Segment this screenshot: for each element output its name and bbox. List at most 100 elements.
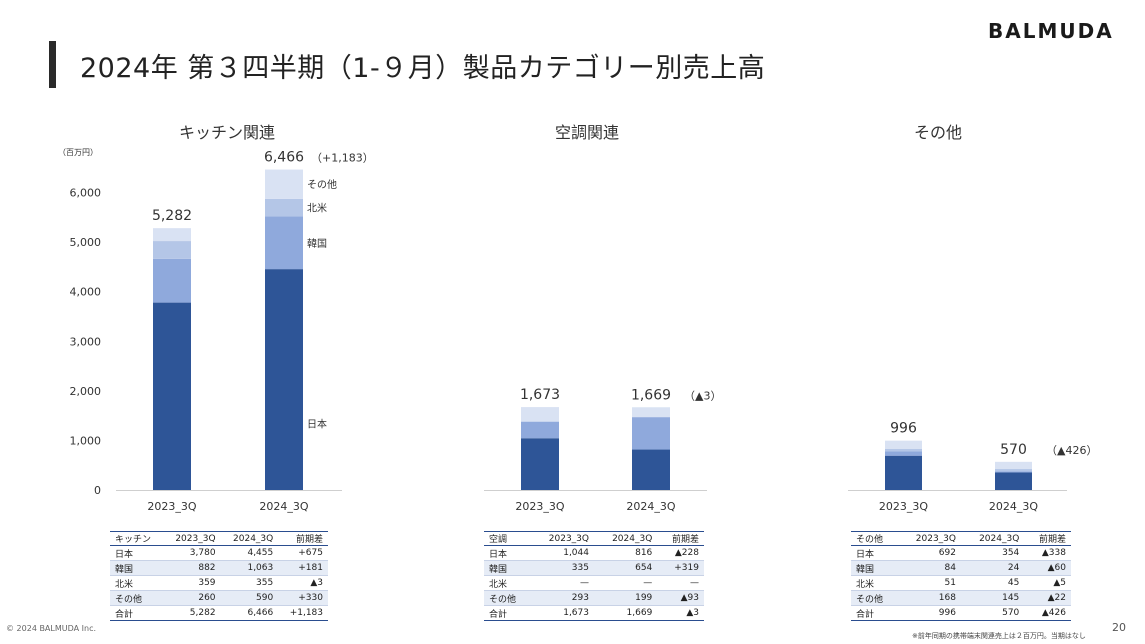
table-header-cell: その他 [851, 531, 898, 546]
bar-segment-japan [265, 269, 303, 490]
x-tick-label: 2024_3Q [626, 500, 675, 513]
table-cell: 816 [593, 545, 658, 561]
table-row: 北米 51 45 ▲5 [851, 575, 1071, 591]
bar-segment-japan [995, 472, 1032, 490]
table-cell: 84 [897, 560, 961, 576]
change-label: （▲3） [684, 389, 721, 402]
bar-segment-other [265, 169, 303, 199]
bar-segment-other [885, 440, 922, 449]
table-cell: ▲338 [1024, 545, 1071, 561]
bar-total-label: 1,673 [520, 387, 560, 403]
chart-title: キッチン関連 [179, 123, 275, 142]
table-cell: 882 [162, 560, 221, 576]
table-cell: 293 [530, 590, 594, 606]
bar-segment-north-america [265, 198, 303, 217]
change-label: （+1,183） [311, 152, 374, 165]
table-cell: その他 [851, 590, 898, 606]
table-cell: 3,780 [162, 545, 221, 561]
table-cell: 韓国 [851, 560, 898, 576]
table-row: 合計 996 570 ▲426 [851, 605, 1071, 621]
x-tick-label: 2023_3Q [515, 500, 564, 513]
copyright: © 2024 BALMUDA Inc. [6, 624, 97, 633]
y-tick-label: 5,000 [70, 236, 102, 249]
chart-title: 空調関連 [555, 123, 619, 142]
table-cell: 北米 [110, 575, 163, 591]
bar-segment-korea [995, 471, 1032, 473]
segment-label-korea: 韓国 [307, 238, 327, 250]
bar-total-label: 6,466 [264, 150, 304, 166]
table-header-cell: 2024_3Q [960, 531, 1025, 546]
y-unit-label: （百万円） [58, 148, 98, 157]
kitchen-table: キッチン 2023_3Q 2024_3Q 前期差 日本 3,780 4,455 +675 韓国 8… [110, 531, 328, 621]
table-cell: 354 [960, 545, 1025, 561]
table-cell: 韓国 [484, 560, 531, 576]
bar-total-label: 570 [1000, 442, 1027, 458]
aircon-table: 空調 2023_3Q 2024_3Q 前期差 日本 1,044 816 ▲228 韓国 335 65… [484, 531, 704, 621]
table-cell: 6,466 [220, 605, 279, 621]
table-row: 韓国 882 1,063 +181 [110, 560, 328, 576]
table-header-row: 空調 2023_3Q 2024_3Q 前期差 [484, 531, 704, 546]
bar-total-label: 1,669 [631, 387, 671, 403]
table-cell: +675 [278, 545, 328, 561]
table-cell: 1,669 [593, 605, 658, 621]
table-header-row: キッチン 2023_3Q 2024_3Q 前期差 [110, 531, 328, 546]
table-cell: 590 [220, 590, 279, 606]
table-cell: 335 [530, 560, 594, 576]
y-tick-label: 0 [94, 484, 101, 497]
table-cell: 359 [162, 575, 221, 591]
table-row: 日本 3,780 4,455 +675 [110, 545, 328, 561]
table-header-cell: 前期差 [1024, 531, 1071, 546]
bar-segment-japan [521, 438, 559, 490]
table-header-cell: 2023_3Q [162, 531, 221, 546]
x-tick-label: 2024_3Q [989, 500, 1038, 513]
brand-logo: BALMUDA [988, 19, 1114, 43]
table-header-cell: 2023_3Q [530, 531, 594, 546]
table-row: 日本 1,044 816 ▲228 [484, 545, 704, 561]
x-tick-label: 2024_3Q [259, 500, 308, 513]
table-cell: 996 [897, 605, 961, 621]
table-row: 合計 1,673 1,669 ▲3 [484, 605, 704, 621]
table-cell: 24 [960, 560, 1025, 576]
page-title: 2024年 第３四半期（1-９月）製品カテゴリー別売上高 [80, 53, 766, 84]
table-row: 北米 — — — [484, 575, 704, 591]
table-row: 韓国 335 654 +319 [484, 560, 704, 576]
y-tick-label: 2,000 [70, 385, 102, 398]
bar-segment-korea [153, 258, 191, 303]
table-header-cell: 前期差 [657, 531, 704, 546]
table-cell: 合計 [484, 605, 531, 621]
table-cell: 4,455 [220, 545, 279, 561]
table-cell: +1,183 [278, 605, 328, 621]
chart-title: その他 [914, 123, 962, 142]
table-cell: +319 [657, 560, 704, 576]
table-cell: 199 [593, 590, 658, 606]
table-cell: — [657, 575, 704, 591]
bar-segment-japan [885, 455, 922, 490]
table-row: その他 293 199 ▲93 [484, 590, 704, 606]
table-header-cell: キッチン [110, 531, 163, 546]
table-cell: 韓国 [110, 560, 163, 576]
table-cell: 合計 [851, 605, 898, 621]
table-cell: 168 [897, 590, 961, 606]
bar-segment-japan [632, 449, 670, 490]
table-row: その他 260 590 +330 [110, 590, 328, 606]
bar-segment-other [521, 407, 559, 422]
table-row: その他 168 145 ▲22 [851, 590, 1071, 606]
table-cell: 北米 [484, 575, 531, 591]
table-header-cell: 2023_3Q [897, 531, 961, 546]
table-cell: 145 [960, 590, 1025, 606]
y-tick-label: 1,000 [70, 434, 102, 447]
table-header-cell: 2024_3Q [593, 531, 658, 546]
table-cell: 1,044 [530, 545, 594, 561]
bar-segment-other [632, 407, 670, 418]
table-cell: 日本 [110, 545, 163, 561]
x-tick-label: 2023_3Q [879, 500, 928, 513]
bar-total-label: 996 [890, 421, 917, 437]
bar-segment-korea [265, 216, 303, 270]
table-row: 北米 359 355 ▲3 [110, 575, 328, 591]
footnote: ※前年同期の携帯端末関連売上は２百万円。当期はなし [912, 632, 1086, 640]
table-cell: ▲3 [278, 575, 328, 591]
table-cell: 北米 [851, 575, 898, 591]
table-cell: ▲426 [1024, 605, 1071, 621]
table-cell: 45 [960, 575, 1025, 591]
segment-label-north-america: 北米 [307, 202, 327, 215]
